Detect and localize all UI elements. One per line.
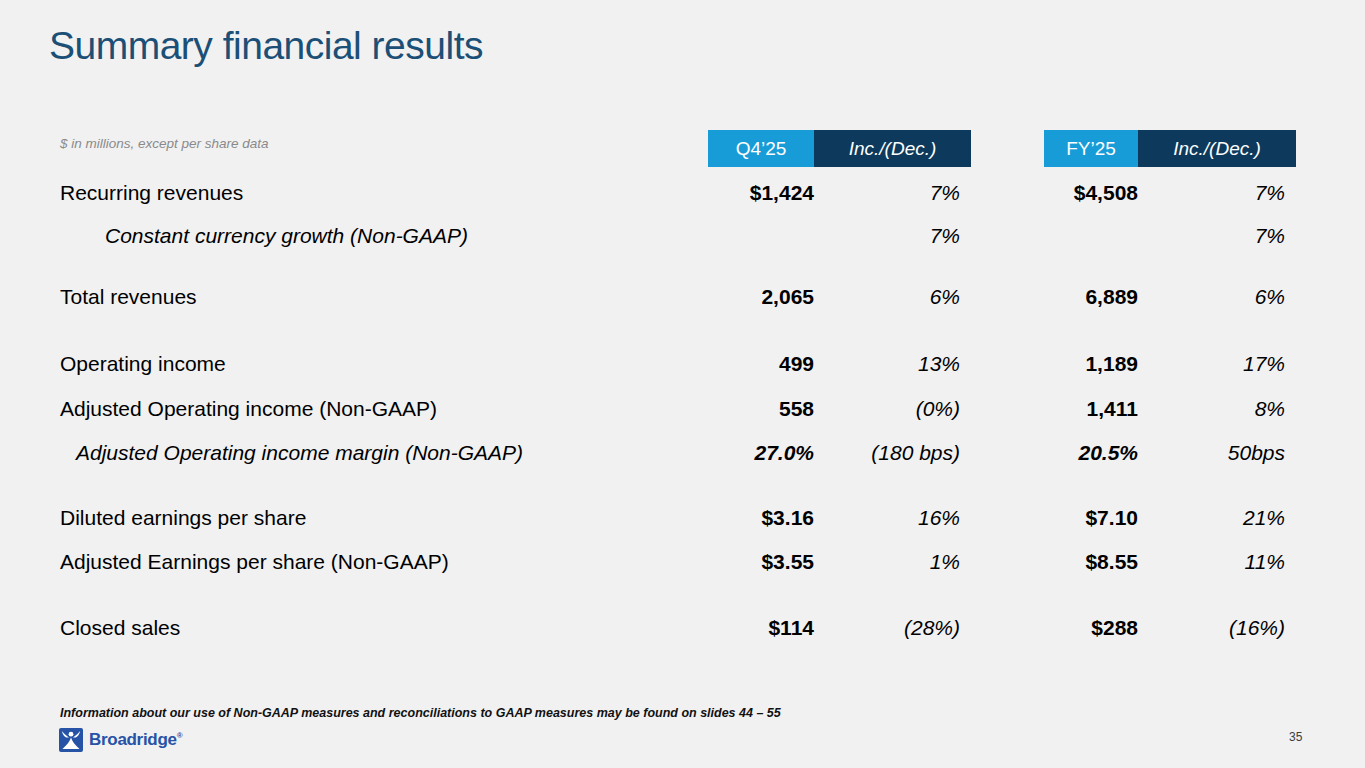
row-label: Adjusted Earnings per share (Non-GAAP)	[60, 550, 708, 574]
fy-change: 50bps	[1138, 441, 1296, 465]
page-number: 35	[1289, 730, 1302, 744]
q4-change: 7%	[814, 181, 971, 205]
row-label: Adjusted Operating income margin (Non-GA…	[60, 441, 708, 465]
row-label: Constant currency growth (Non-GAAP)	[60, 224, 708, 248]
fy-value: 1,411	[1044, 397, 1138, 421]
row-adjusted-operating-income-margin: Adjusted Operating income margin (Non-GA…	[60, 438, 1296, 468]
header-fy: FY’25	[1044, 130, 1138, 167]
fy-value: 20.5%	[1044, 441, 1138, 465]
header-fy-change: Inc./(Dec.)	[1138, 130, 1296, 167]
row-label: Total revenues	[60, 285, 708, 309]
fy-change: 8%	[1138, 397, 1296, 421]
row-constant-currency-growth: Constant currency growth (Non-GAAP) 7% 7…	[60, 221, 1296, 251]
fy-value: $7.10	[1044, 506, 1138, 530]
q4-value: 27.0%	[708, 441, 814, 465]
header-q4-change: Inc./(Dec.)	[814, 130, 971, 167]
fy-change: 6%	[1138, 285, 1296, 309]
row-label: Operating income	[60, 352, 708, 376]
q4-change: (28%)	[814, 616, 971, 640]
row-label: Closed sales	[60, 616, 708, 640]
table-header-row: Q4’25 Inc./(Dec.) FY’25 Inc./(Dec.)	[60, 130, 1296, 167]
fy-change: 7%	[1138, 181, 1296, 205]
q4-change: 1%	[814, 550, 971, 574]
financial-results-table: Q4’25 Inc./(Dec.) FY’25 Inc./(Dec.) Recu…	[60, 130, 1296, 670]
q4-change: 13%	[814, 352, 971, 376]
row-operating-income: Operating income 499 13% 1,189 17%	[60, 349, 1296, 379]
q4-change: 7%	[814, 224, 971, 248]
broadridge-butterfly-icon	[59, 728, 83, 752]
fy-change: 17%	[1138, 352, 1296, 376]
fy-change: 11%	[1138, 550, 1296, 574]
q4-change: 6%	[814, 285, 971, 309]
row-label: Adjusted Operating income (Non-GAAP)	[60, 397, 708, 421]
q4-change: 16%	[814, 506, 971, 530]
logo-text: Broadridge®	[89, 730, 182, 750]
row-label: Recurring revenues	[60, 181, 708, 205]
page-title: Summary financial results	[49, 24, 483, 68]
slide-canvas: Summary financial results $ in millions,…	[0, 0, 1365, 768]
fy-change: 21%	[1138, 506, 1296, 530]
fy-value: $8.55	[1044, 550, 1138, 574]
q4-value: $3.55	[708, 550, 814, 574]
q4-change: (180 bps)	[814, 441, 971, 465]
header-q4: Q4’25	[708, 130, 814, 167]
q4-value: 499	[708, 352, 814, 376]
row-closed-sales: Closed sales $114 (28%) $288 (16%)	[60, 613, 1296, 643]
fy-change: 7%	[1138, 224, 1296, 248]
row-total-revenues: Total revenues 2,065 6% 6,889 6%	[60, 282, 1296, 312]
q4-change: (0%)	[814, 397, 971, 421]
non-gaap-footnote: Information about our use of Non-GAAP me…	[60, 706, 781, 720]
row-label: Diluted earnings per share	[60, 506, 708, 530]
row-adjusted-operating-income: Adjusted Operating income (Non-GAAP) 558…	[60, 394, 1296, 424]
fy-value: 1,189	[1044, 352, 1138, 376]
fy-change: (16%)	[1138, 616, 1296, 640]
broadridge-logo: Broadridge®	[59, 728, 182, 752]
q4-value: 2,065	[708, 285, 814, 309]
fy-value: $288	[1044, 616, 1138, 640]
fy-value: 6,889	[1044, 285, 1138, 309]
row-adjusted-earnings-per-share: Adjusted Earnings per share (Non-GAAP) $…	[60, 547, 1296, 577]
row-recurring-revenues: Recurring revenues $1,424 7% $4,508 7%	[60, 178, 1296, 208]
q4-value: $114	[708, 616, 814, 640]
q4-value: $3.16	[708, 506, 814, 530]
fy-value: $4,508	[1044, 181, 1138, 205]
q4-value: $1,424	[708, 181, 814, 205]
row-diluted-earnings-per-share: Diluted earnings per share $3.16 16% $7.…	[60, 503, 1296, 533]
q4-value: 558	[708, 397, 814, 421]
